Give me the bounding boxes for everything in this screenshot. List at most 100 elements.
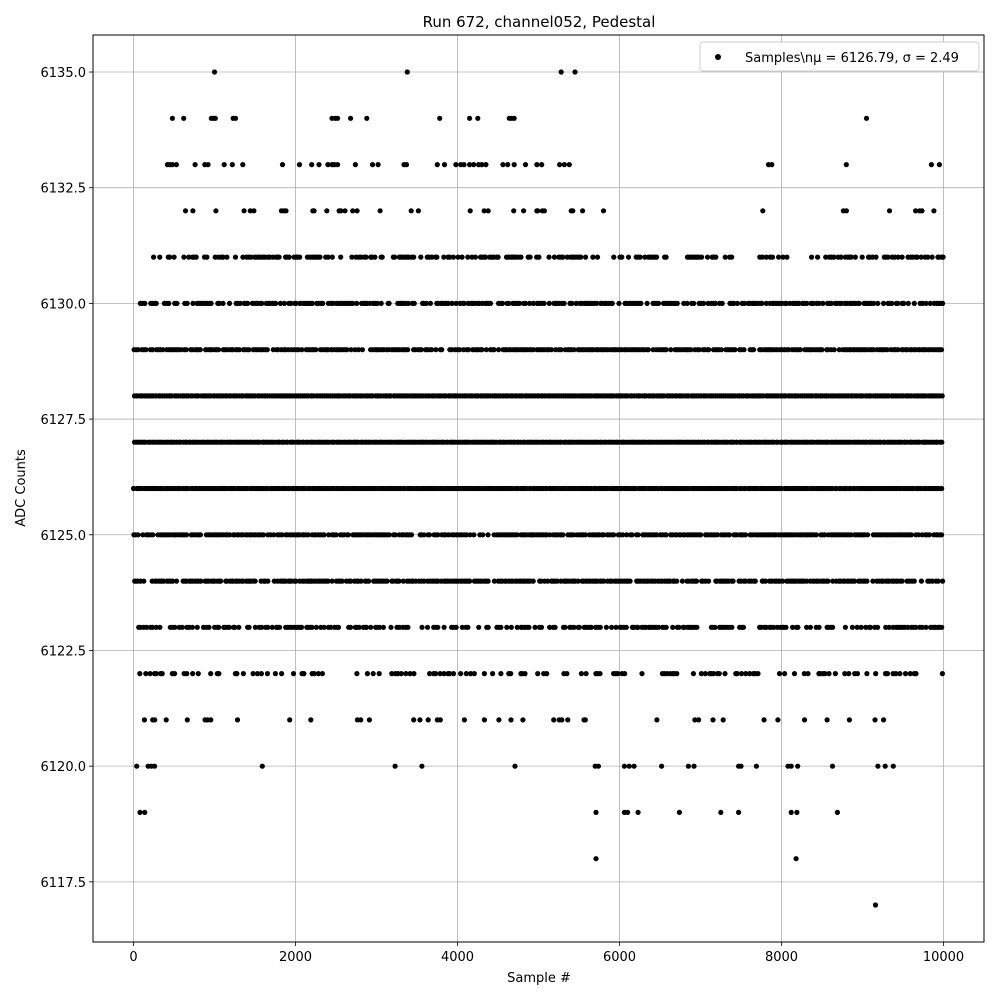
data-point xyxy=(479,347,485,353)
data-point xyxy=(265,578,271,584)
data-point xyxy=(441,254,447,260)
data-point xyxy=(511,115,517,121)
x-axis-label: Sample # xyxy=(507,971,571,986)
data-point xyxy=(659,763,665,769)
data-point xyxy=(644,300,650,306)
data-point xyxy=(539,162,545,168)
data-point xyxy=(902,671,909,677)
data-point xyxy=(405,300,411,306)
data-point xyxy=(258,671,264,677)
data-point xyxy=(467,115,473,121)
data-point xyxy=(290,671,297,677)
x-tick-label: 10000 xyxy=(923,950,964,965)
data-point xyxy=(939,532,945,538)
data-point xyxy=(793,856,799,862)
data-point xyxy=(600,208,607,214)
data-point xyxy=(236,347,242,353)
data-point xyxy=(611,532,617,538)
data-point xyxy=(890,763,896,769)
data-point xyxy=(688,347,694,353)
data-point xyxy=(324,208,330,214)
data-point xyxy=(829,763,836,769)
data-point xyxy=(453,300,459,306)
data-point xyxy=(153,624,159,630)
data-point xyxy=(483,347,489,353)
data-point xyxy=(637,254,643,260)
data-point xyxy=(194,624,200,630)
data-point xyxy=(668,347,674,353)
data-point xyxy=(575,578,581,584)
x-tick-label: 8000 xyxy=(765,950,798,965)
data-point xyxy=(467,208,473,214)
data-point xyxy=(546,300,552,306)
data-point xyxy=(183,347,189,353)
data-point xyxy=(389,671,395,677)
data-point xyxy=(741,347,747,353)
data-point xyxy=(309,624,315,630)
x-tick-label: 0 xyxy=(129,950,137,965)
data-point xyxy=(870,578,876,584)
data-point xyxy=(908,532,915,538)
data-point xyxy=(418,347,424,353)
data-point xyxy=(635,532,641,538)
data-point xyxy=(408,208,414,214)
data-point xyxy=(240,162,246,168)
data-point xyxy=(603,624,610,630)
data-point xyxy=(889,300,895,306)
data-point xyxy=(380,624,386,630)
legend: Samples\nμ = 6126.79, σ = 2.49 xyxy=(699,41,980,72)
data-point xyxy=(813,532,820,538)
data-point xyxy=(311,208,317,214)
data-point xyxy=(849,624,856,630)
data-point xyxy=(763,254,769,260)
data-point xyxy=(769,254,776,260)
data-point xyxy=(355,347,361,353)
data-point xyxy=(897,671,903,677)
data-point xyxy=(783,300,790,306)
data-point xyxy=(843,208,850,214)
data-point xyxy=(468,671,474,677)
data-point xyxy=(832,671,839,677)
data-point xyxy=(181,254,187,260)
data-point xyxy=(807,624,814,630)
data-point xyxy=(740,624,747,630)
data-point xyxy=(565,717,571,723)
data-point xyxy=(784,254,790,260)
data-point xyxy=(759,300,765,306)
data-point xyxy=(508,671,514,677)
data-point xyxy=(370,671,376,677)
data-point xyxy=(320,300,326,306)
data-point xyxy=(729,254,735,260)
data-point xyxy=(411,254,417,260)
data-point xyxy=(547,624,553,630)
data-point xyxy=(368,624,374,630)
data-point xyxy=(491,578,497,584)
data-point xyxy=(597,671,603,677)
data-point xyxy=(663,347,669,353)
data-point xyxy=(831,347,837,353)
data-point xyxy=(467,532,473,538)
data-point xyxy=(763,578,769,584)
data-point xyxy=(272,671,278,677)
data-point xyxy=(547,532,553,538)
data-point xyxy=(471,671,477,677)
data-point xyxy=(822,671,828,677)
data-point xyxy=(319,671,325,677)
data-point xyxy=(561,162,568,168)
data-point xyxy=(245,300,251,306)
data-point xyxy=(939,393,945,399)
data-point xyxy=(601,578,607,584)
data-point xyxy=(801,671,807,677)
data-point xyxy=(144,624,150,630)
data-point xyxy=(152,717,158,723)
data-point xyxy=(197,347,203,353)
data-point xyxy=(135,347,141,353)
data-point xyxy=(172,624,178,630)
data-point xyxy=(411,300,417,306)
data-point xyxy=(796,300,802,306)
x-tick-label: 6000 xyxy=(603,950,636,965)
data-point xyxy=(259,763,265,769)
data-point xyxy=(190,208,196,214)
data-point xyxy=(317,254,323,260)
data-point xyxy=(886,624,892,630)
